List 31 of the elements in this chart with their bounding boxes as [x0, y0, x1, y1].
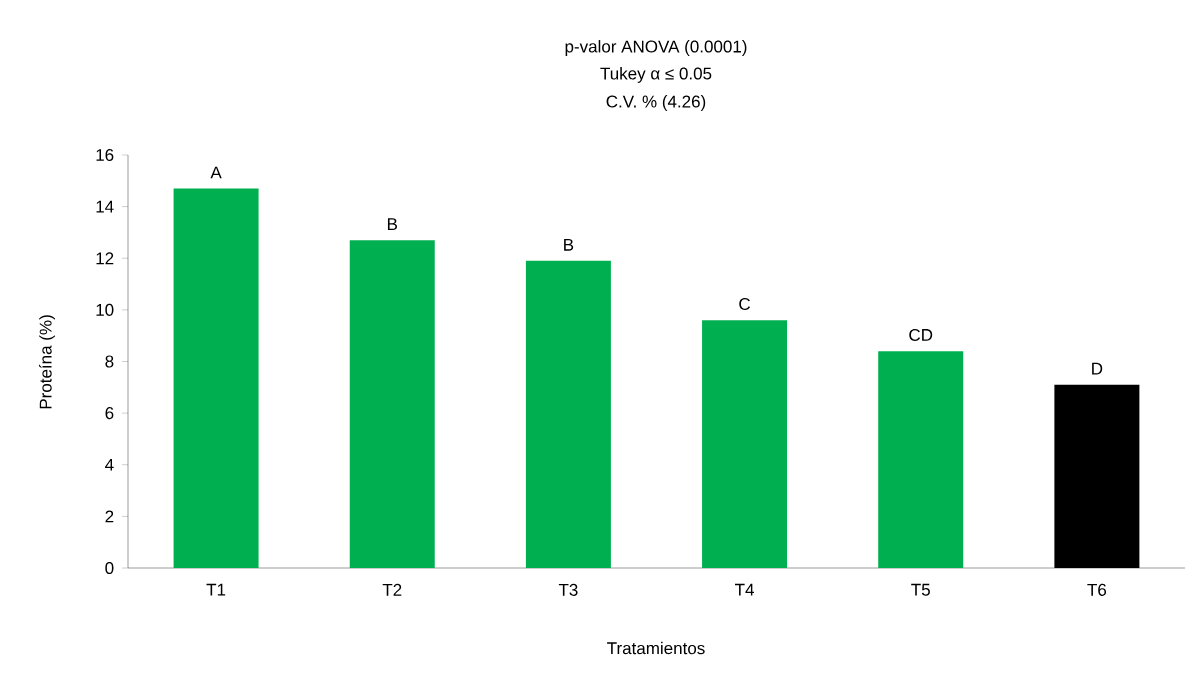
x-tick-label: T5 [911, 583, 930, 596]
bar [878, 351, 964, 568]
y-tick-label: 0 [105, 561, 114, 575]
x-tick-label: T2 [382, 583, 402, 596]
x-tick-label: T3 [558, 583, 578, 596]
x-tick-label: T1 [206, 583, 226, 596]
x-tick-label: T4 [735, 583, 754, 596]
y-axis-title: Proteína (%) [38, 315, 56, 409]
annotation: B [387, 218, 398, 230]
y-tick-label: 6 [105, 407, 114, 420]
y-tick-label: 8 [105, 355, 114, 368]
bar [173, 188, 259, 568]
bar [525, 260, 611, 568]
x-tick-label: T6 [1087, 583, 1107, 596]
y-tick-label: 2 [105, 510, 114, 523]
y-tick-label: 12 [96, 252, 114, 265]
text: C.V. % (4.26) [606, 95, 706, 111]
y-tick-label: 4 [105, 458, 114, 471]
annotation: C [739, 297, 751, 310]
annotation: CD [909, 328, 933, 341]
bar [702, 320, 788, 568]
bar [349, 240, 435, 568]
chart-title: p-valor ANOVA (0.0001) [565, 40, 747, 56]
x-axis-title: Tratamientos [607, 641, 705, 655]
y-tick-label: 16 [96, 148, 114, 162]
annotation: D [1092, 362, 1103, 375]
y-tick-label: 14 [96, 200, 114, 213]
annotation: B [564, 238, 574, 251]
y-tick-label: 10 [96, 303, 114, 316]
chart-subtitle: Tukey α ≤ 0.05 [600, 67, 712, 83]
annotation: A [210, 166, 222, 179]
